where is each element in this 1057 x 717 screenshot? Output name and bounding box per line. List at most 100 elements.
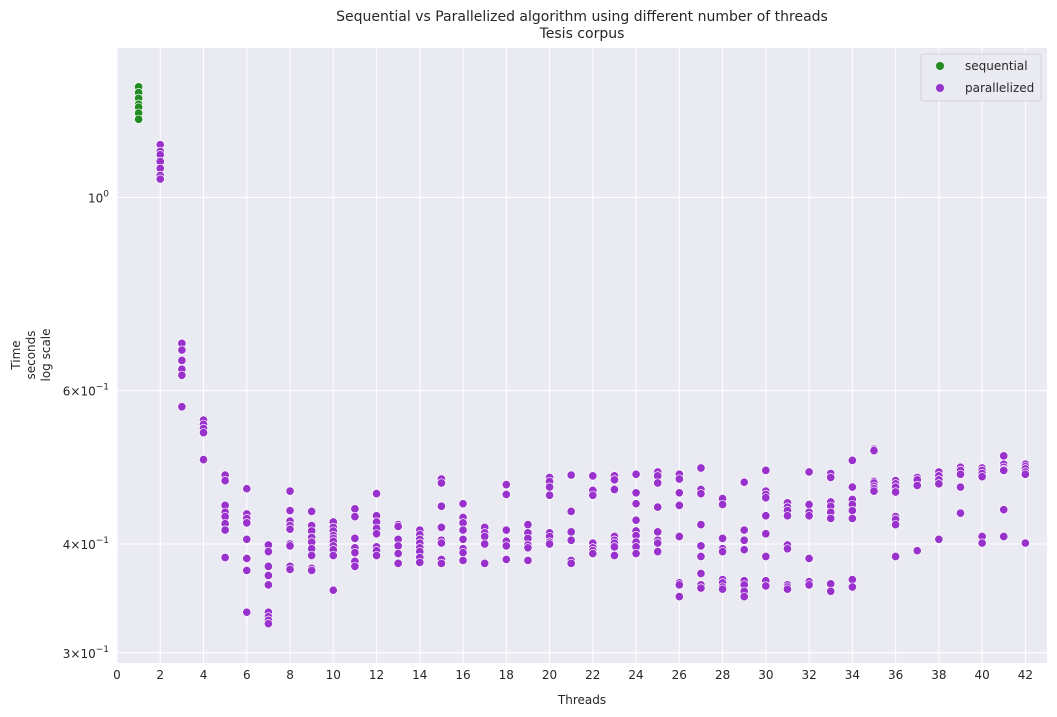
parallelized-point (566, 470, 576, 480)
parallelized-point (653, 527, 663, 537)
parallelized-point (1020, 538, 1030, 548)
parallelized-point (263, 561, 273, 571)
parallelized-point (912, 480, 922, 490)
parallelized-point (696, 568, 706, 579)
parallelized-point (436, 522, 446, 532)
parallelized-point (761, 493, 771, 503)
parallelized-point (458, 525, 468, 535)
parallelized-point (155, 174, 165, 184)
parallelized-point (739, 525, 749, 535)
x-tick-label: 6 (243, 668, 251, 682)
parallelized-point (804, 580, 814, 590)
x-tick-label: 10 (326, 668, 341, 682)
parallelized-point (718, 499, 728, 510)
parallelized-point (480, 558, 490, 568)
parallelized-point (242, 553, 252, 564)
x-axis-label: Threads (557, 693, 606, 707)
parallelized-point (545, 482, 555, 492)
parallelized-point (523, 543, 533, 553)
parallelized-point (177, 355, 187, 365)
parallelized-point (263, 547, 273, 557)
parallelized-point (501, 541, 511, 551)
parallelized-point (458, 555, 468, 565)
legend-label-parallelized: parallelized (965, 81, 1034, 95)
x-tick-label: 8 (286, 668, 294, 682)
parallelized-point (458, 548, 468, 558)
grid-lines (116, 48, 1047, 663)
parallelized-point (891, 551, 901, 562)
x-tick-label: 0 (113, 668, 121, 682)
parallelized-point (653, 538, 663, 548)
parallelized-point (501, 480, 511, 490)
parallelized-point (285, 524, 295, 534)
x-tick-label: 36 (888, 668, 903, 682)
y-axis-label-line-1: Time (9, 340, 23, 370)
x-tick-label: 34 (845, 668, 860, 682)
parallelized-point (653, 547, 663, 557)
parallelized-point (242, 534, 252, 544)
parallelized-point (674, 592, 684, 602)
parallelized-point (501, 489, 511, 500)
parallelized-point (436, 478, 446, 488)
parallelized-point (696, 489, 706, 499)
x-tick-label: 30 (758, 668, 773, 682)
parallelized-point (977, 538, 987, 548)
parallelized-point (242, 607, 252, 617)
parallelized-point (891, 520, 901, 530)
parallelized-point (307, 565, 317, 575)
y-tick-label: 6×10−1 (63, 383, 109, 399)
parallelized-point (761, 529, 771, 539)
parallelized-point (631, 515, 641, 525)
parallelized-point (285, 564, 295, 574)
parallelized-point (891, 487, 901, 497)
x-tick-label: 26 (672, 668, 687, 682)
legend-box (920, 53, 1042, 102)
parallelized-point (696, 463, 706, 473)
parallelized-point (999, 465, 1009, 475)
parallelized-point (739, 477, 749, 487)
parallelized-point (566, 558, 576, 568)
parallelized-point (826, 472, 836, 482)
parallelized-point (847, 482, 857, 492)
parallelized-point (328, 550, 338, 561)
x-tick-label: 22 (585, 668, 600, 682)
parallelized-point (436, 538, 446, 548)
parallelized-point (718, 533, 728, 543)
x-tick-label: 24 (628, 668, 643, 682)
parallelized-point (177, 370, 187, 380)
x-tick-label: 14 (412, 668, 427, 682)
x-tick-label: 40 (974, 668, 989, 682)
parallelized-point (263, 619, 273, 629)
parallelized-point (999, 451, 1009, 461)
y-tick-label: 100 (88, 190, 109, 206)
parallelized-point (934, 479, 944, 489)
parallelized-point (263, 570, 273, 581)
x-tick-label: 42 (1018, 668, 1033, 682)
parallelized-point (393, 521, 403, 532)
x-tick-label: 20 (542, 668, 557, 682)
parallelized-point (177, 345, 187, 355)
parallelized-point (523, 555, 533, 565)
parallelized-point (761, 511, 771, 521)
parallelized-point (631, 469, 641, 479)
parallelized-point (999, 505, 1009, 515)
parallelized-point (480, 539, 490, 549)
parallelized-point (307, 506, 317, 516)
x-tick-label: 28 (715, 668, 730, 682)
parallelized-point (674, 500, 684, 510)
parallelized-point (393, 549, 403, 559)
parallelized-point (718, 547, 728, 557)
parallelized-point (847, 455, 857, 465)
parallelized-point (371, 529, 382, 539)
parallelized-point (761, 551, 771, 562)
parallelized-point (609, 475, 619, 485)
legend-marker-sequential (936, 62, 944, 70)
parallelized-point (220, 552, 230, 563)
parallelized-point (566, 506, 576, 516)
parallelized-point (350, 548, 360, 558)
parallelized-point (350, 533, 360, 543)
parallelized-point (804, 511, 814, 521)
y-tick-labels: 100 6×10−1 4×10−1 3×10−1 (63, 190, 110, 661)
parallelized-point (285, 505, 295, 516)
parallelized-point (912, 546, 922, 556)
